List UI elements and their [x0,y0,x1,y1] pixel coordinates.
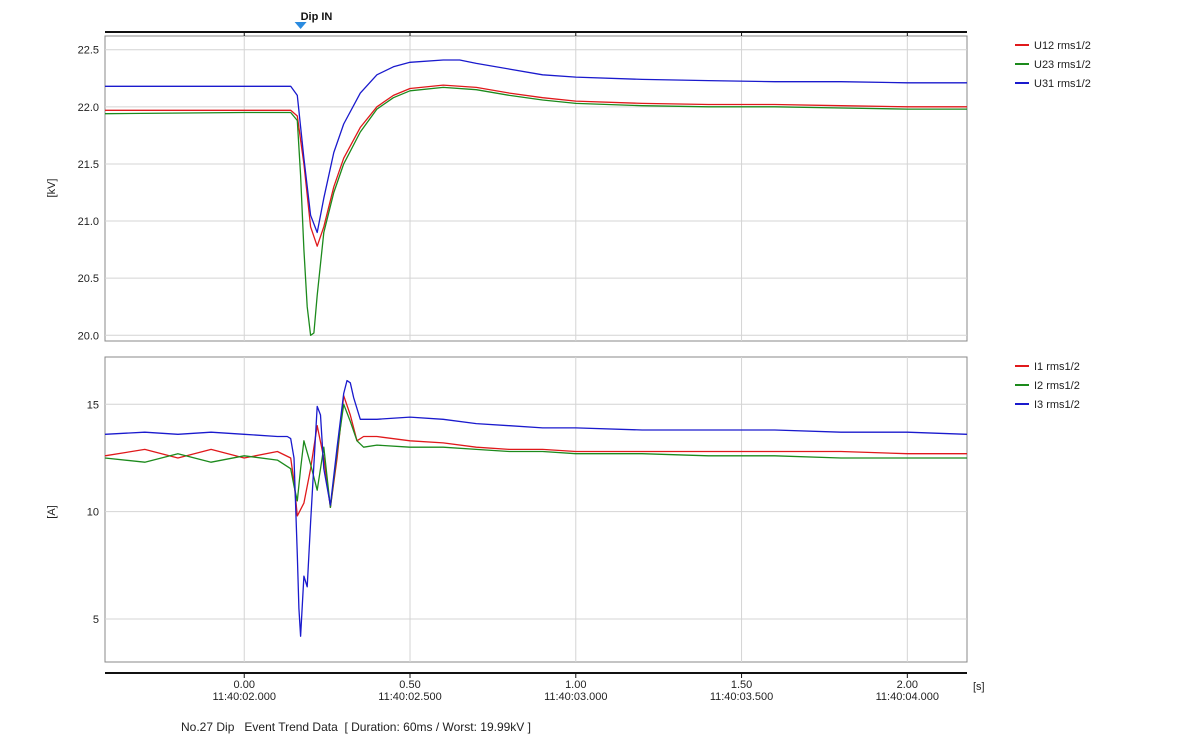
series-line-i1 [104,395,967,517]
x-axis-unit: [s] [973,681,985,693]
footer-caption: No.27 Dip Event Trend Data [ Duration: 6… [181,720,531,734]
legend-label[interactable]: U31 rms1/2 [1034,78,1091,90]
x-tick-label: 2.00 [897,679,918,691]
x-tick-label: 1.00 [565,679,586,691]
footer-details: Event Trend Data [ Duration: 60ms / Wors… [244,720,531,734]
x-tick-time: 11:40:03.000 [544,691,607,703]
x-tick-label: 0.50 [399,679,420,691]
series-line-i2 [104,403,967,509]
y-tick-label: 20.0 [78,330,99,342]
series-line-u23 [104,86,967,336]
y-tick-label: 20.5 [78,273,99,285]
legend-label[interactable]: I1 rms1/2 [1034,361,1080,373]
y-tick-label: 22.0 [78,102,99,114]
series-line-u31 [105,59,967,234]
series-line-u12 [105,84,967,247]
y-tick-label: 15 [87,399,99,411]
current-plot-frame [104,356,968,663]
legend-label[interactable]: U12 rms1/2 [1034,40,1091,52]
x-tick-time: 11:40:04.000 [876,691,939,703]
grid-layer [105,36,967,662]
x-tick-label: 1.50 [731,679,752,691]
y-tick-label: 5 [93,614,99,626]
y-tick-label: 22.5 [78,45,99,57]
x-tick-time: 11:40:02.500 [378,691,441,703]
legend-label[interactable]: I2 rms1/2 [1034,380,1080,392]
legend-label[interactable]: U23 rms1/2 [1034,59,1091,71]
y-tick-label: 10 [87,507,99,519]
footer-event: No.27 Dip [181,720,235,734]
y-axis-label: [A] [46,505,58,518]
y-tick-label: 21.5 [78,159,99,171]
x-tick-label: 0.00 [234,679,255,691]
legend-label[interactable]: I3 rms1/2 [1034,399,1080,411]
x-tick-time: 11:40:02.000 [213,691,276,703]
axis-layer: 20.0 20.5 21.0 21.5 22.0 22.5 [kV] 5 10 15 [A] 0.00… [46,32,939,703]
series-line-i3 [104,379,968,637]
series-layer [104,59,968,637]
dip-in-marker-label: Dip IN [301,11,333,23]
y-axis-label: [kV] [46,179,58,198]
legend-layer: U12 rms1/2 U23 rms1/2 U31 rms1/2 I1 rms1/2 I… [1015,40,1091,411]
x-tick-time: 11:40:03.500 [710,691,773,703]
y-tick-label: 21.0 [78,216,99,228]
dip-in-marker-icon[interactable] [294,22,307,29]
